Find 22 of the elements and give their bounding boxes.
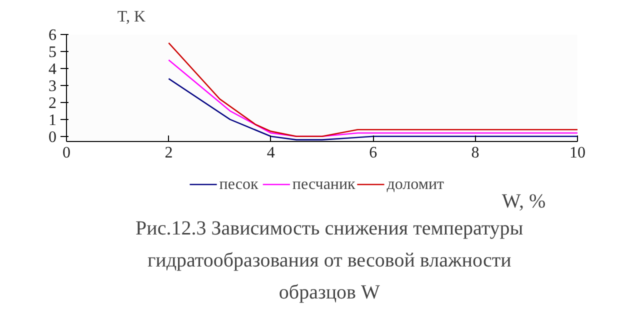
- line-series: [168, 59, 578, 138]
- x-axis-title: W, %: [502, 190, 546, 212]
- x-tick-label: 2: [164, 144, 173, 162]
- legend-label: песчаник: [292, 176, 356, 193]
- y-tick-label: 4: [48, 60, 56, 78]
- y-tick-label: 1: [48, 112, 56, 129]
- x-tick-label: 10: [570, 144, 586, 162]
- y-axis-title: T, K: [117, 8, 146, 26]
- y-tick-label: 3: [48, 78, 56, 95]
- line-series: [168, 42, 578, 138]
- y-tick-label: 2: [48, 94, 56, 112]
- x-tick-label: 6: [369, 144, 378, 162]
- y-tick-label: 5: [48, 44, 56, 61]
- legend-label: песок: [219, 176, 258, 193]
- y-tick-label: 6: [48, 27, 56, 44]
- x-tick-label: 0: [62, 144, 70, 162]
- legend-label: доломит: [386, 176, 444, 193]
- x-tick-label: 4: [266, 144, 275, 162]
- x-tick-label: 8: [471, 144, 480, 162]
- line-series: [168, 78, 578, 140]
- y-tick-label: 0: [48, 128, 56, 146]
- text: Рис.12.3 Зависимость снижения температуры гидратообразования от весовой влажности образцов W: [136, 218, 524, 304]
